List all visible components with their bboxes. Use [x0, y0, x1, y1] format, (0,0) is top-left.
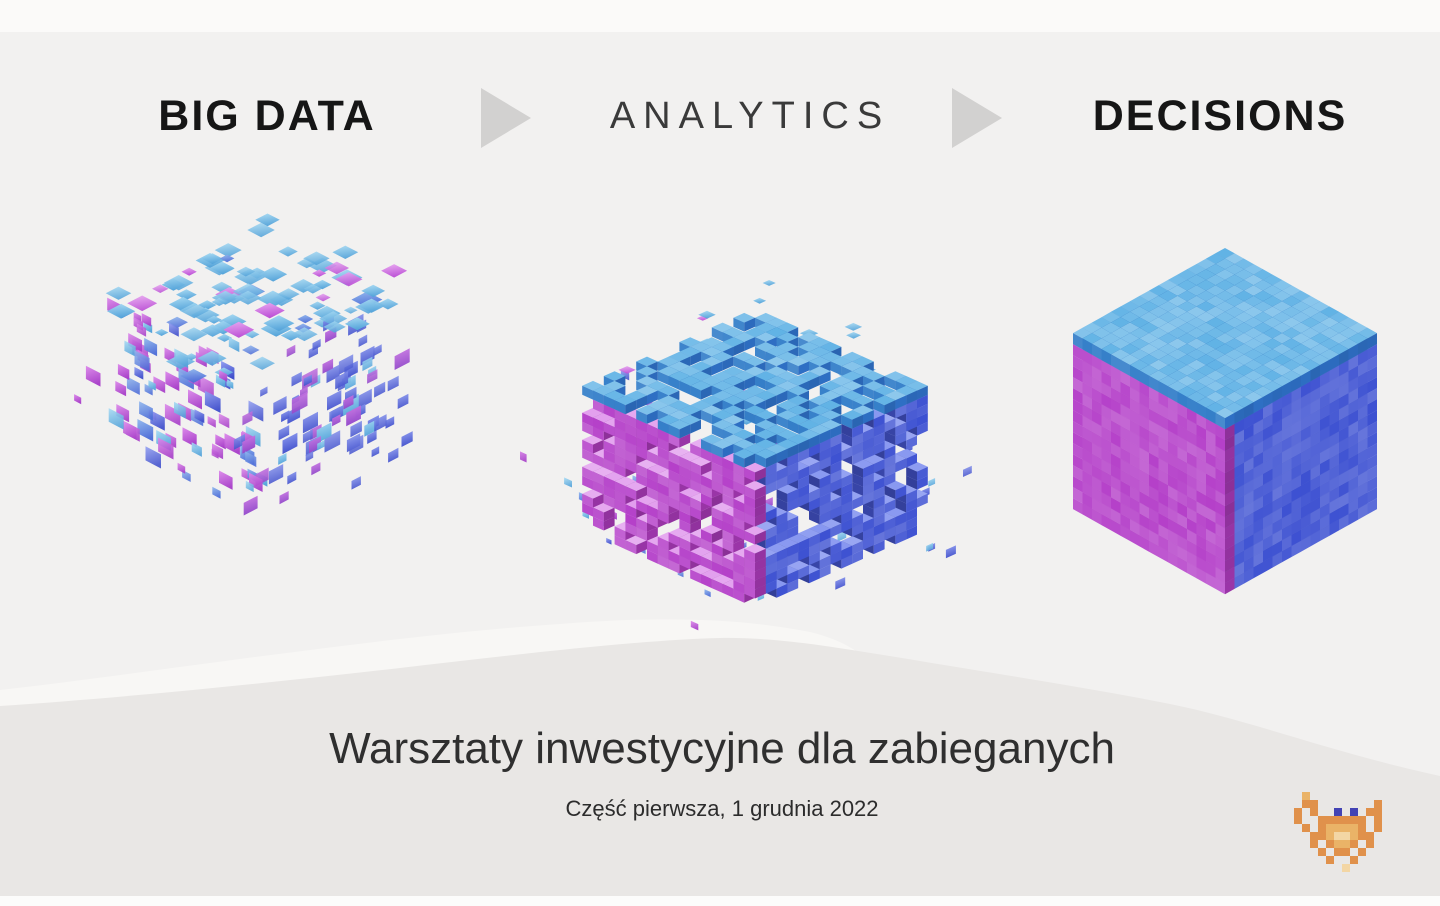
- big-data-cube: [30, 150, 500, 670]
- flow-step-analytics: ANALYTICS: [609, 95, 891, 137]
- pixel-crab-logo: [1294, 792, 1390, 872]
- slide-subtitle: Część pierwsza, 1 grudnia 2022: [565, 796, 879, 821]
- big-data-cube-svg: [74, 213, 413, 516]
- hill-shade-layer: [0, 637, 1440, 906]
- flow-step-big-data: BIG DATA: [158, 92, 376, 140]
- decisions-cube: [1040, 232, 1420, 642]
- decisions-cube-svg: [1073, 248, 1377, 595]
- flow-arrow-icon: [952, 88, 1002, 148]
- flow-arrow-icon: [481, 88, 531, 148]
- flow-step-decisions: DECISIONS: [1092, 92, 1348, 140]
- hill-silhouette: [0, 619, 1440, 906]
- pixel-crab-icon: [1294, 792, 1382, 872]
- slide-title: Warsztaty inwestycyjne dla zabieganych: [329, 724, 1115, 773]
- top-band: [0, 0, 1440, 32]
- analytics-cube: [516, 182, 990, 662]
- analytics-cube-svg: [516, 280, 972, 631]
- bottom-strip: [0, 896, 1440, 906]
